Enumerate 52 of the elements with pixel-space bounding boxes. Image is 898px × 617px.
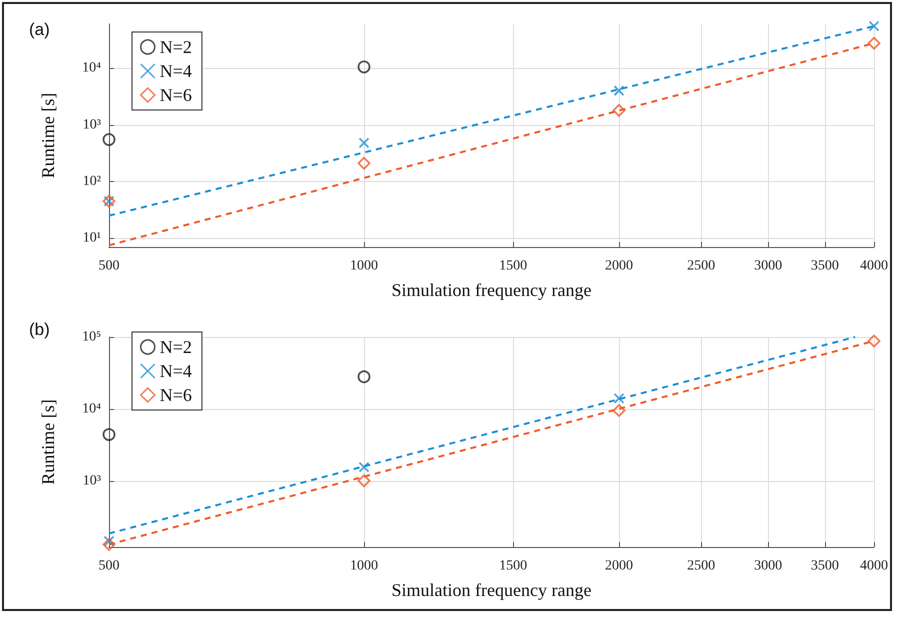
x-tick-label: 2500 [687,258,716,274]
x-tick-label: 500 [98,558,120,574]
y-tick-label: 10⁵ [82,330,102,344]
x-tick-label: 2000 [605,258,633,274]
x-tick-label: 4000 [860,558,888,574]
x-tick-label: 3000 [754,558,782,574]
point [868,334,880,348]
y-tick-label: 10⁴ [82,401,102,416]
legend-label: N=6 [160,85,192,105]
x-tick-label: 3500 [810,558,839,574]
x-tick-label: 3000 [754,258,782,274]
legend-label: N=2 [160,37,192,57]
y-tick-label: 10³ [82,117,101,132]
x-tick-label: 3500 [810,258,839,274]
point [868,36,880,50]
legend-label: N=6 [160,385,192,405]
x-tick-label: 1000 [350,558,378,574]
x-tick-label: 2500 [687,558,716,574]
point [104,536,114,546]
legend-label: N=4 [160,61,192,81]
point [358,370,370,384]
y-tick-label: 10⁴ [82,60,102,76]
chart-title: (a) [29,20,50,39]
x-tick-label: 4000 [860,258,888,274]
x-axis-title: Simulation frequency range [392,580,592,600]
point [358,462,370,473]
y-axis-title: Runtime [s] [38,399,58,485]
point [358,137,370,148]
y-axis-title: Runtime [s] [38,92,58,178]
point [614,85,624,96]
point [614,392,624,404]
x-axis-title: Simulation frequency range [392,280,592,300]
point [358,156,370,170]
point [102,133,116,146]
point [102,538,116,551]
y-tick-label: 10³ [82,473,101,488]
y-tick-label: 10² [82,174,101,190]
x-tick-label: 2000 [605,558,633,574]
legend-label: N=4 [160,361,192,381]
point [612,404,626,417]
x-tick-label: 500 [98,258,120,274]
point [358,60,370,74]
y-tick-label: 10¹ [82,230,101,246]
point [358,474,370,488]
x-tick-label: 1500 [499,558,528,574]
x-tick-label: 1500 [499,258,528,274]
chart-title: (b) [29,320,50,339]
x-tick-label: 1000 [350,258,378,274]
point [612,104,626,117]
point [102,428,116,441]
legend-label: N=2 [160,337,192,357]
point [868,20,880,32]
